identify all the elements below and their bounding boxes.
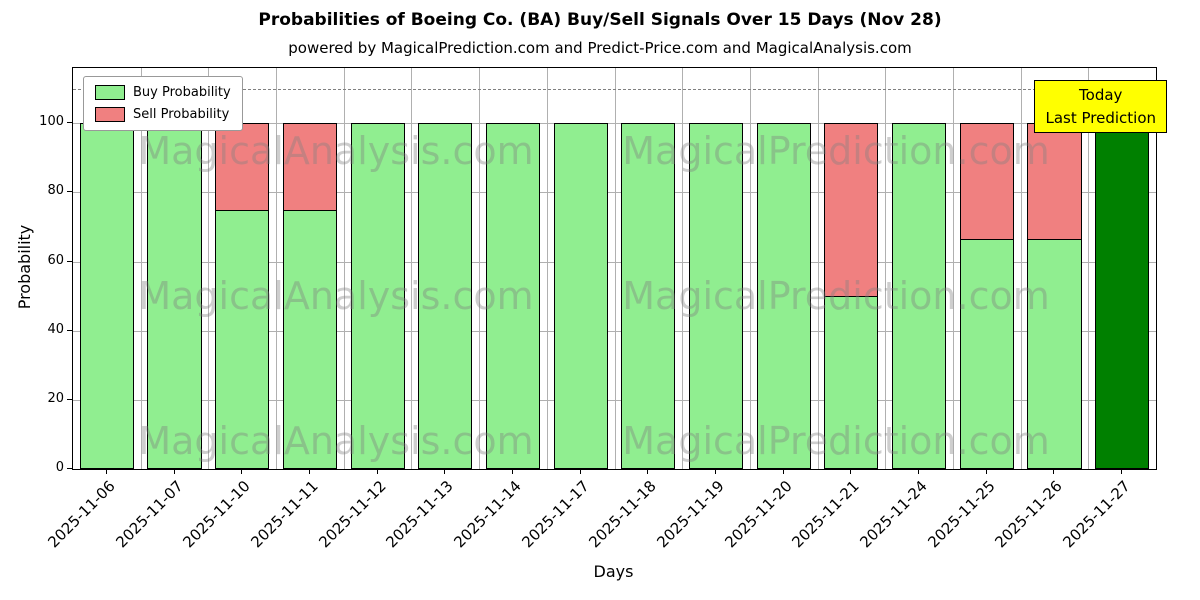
- y-tick-mark: [67, 468, 72, 469]
- v-gridline: [817, 68, 819, 469]
- buy-bar-2025-11-26: [1027, 239, 1082, 469]
- v-gridline: [614, 68, 616, 469]
- legend-item-sell: Sell Probability: [95, 107, 231, 122]
- sell-bar-2025-11-10: [215, 123, 270, 211]
- y-tick-mark: [67, 398, 72, 400]
- y-tick-mark: [67, 191, 72, 193]
- v-gridline: [885, 68, 887, 469]
- sell-bar-2025-11-25: [959, 123, 1014, 241]
- buy-bar-2025-11-19: [688, 123, 744, 469]
- y-tick-label: 100: [39, 114, 64, 130]
- buy-bar-2025-11-14: [485, 123, 541, 469]
- buy-bar-2025-11-10: [215, 209, 270, 469]
- chart-subtitle: powered by MagicalPrediction.com and Pre…: [288, 39, 912, 57]
- watermark-text: MagicalAnalysis.com: [138, 274, 534, 318]
- y-tick-mark: [67, 329, 72, 331]
- x-tick-mark: [173, 469, 175, 474]
- x-tick-mark: [579, 469, 581, 474]
- x-tick-mark: [511, 469, 513, 474]
- buy-bar-2025-11-25: [959, 239, 1014, 469]
- x-tick-mark: [918, 469, 920, 474]
- y-tick-label: 40: [47, 321, 64, 337]
- x-tick-mark: [1053, 469, 1055, 474]
- v-gridline: [952, 68, 954, 469]
- legend-buy-label: Buy Probability: [133, 85, 231, 100]
- watermark-text: MagicalAnalysis.com: [138, 129, 534, 173]
- buy-bar-2025-11-21: [824, 296, 879, 469]
- buy-bar-2025-11-12: [350, 123, 405, 469]
- buy-bar-2025-11-18: [621, 123, 676, 469]
- y-tick-label: 0: [55, 460, 64, 475]
- v-gridline: [1020, 68, 1022, 469]
- today-annotation-line1: Today: [1079, 86, 1123, 104]
- v-gridline: [682, 68, 684, 469]
- x-tick-mark: [241, 469, 243, 474]
- y-tick-mark: [67, 122, 72, 124]
- x-tick-mark: [647, 469, 649, 474]
- buy-bar-2025-11-07: [147, 123, 202, 469]
- buy-bar-2025-11-27: [1095, 123, 1150, 469]
- y-tick-mark: [67, 260, 72, 262]
- v-gridline: [1088, 68, 1090, 469]
- v-gridline: [140, 68, 142, 469]
- today-annotation-line2: Last Prediction: [1045, 108, 1156, 127]
- x-tick-mark: [308, 469, 310, 474]
- sell-swatch: [95, 107, 125, 122]
- y-tick-label: 60: [47, 252, 64, 268]
- threshold-dashed-line: [73, 88, 1156, 90]
- buy-swatch: [95, 85, 125, 100]
- today-annotation: Today Last Prediction: [1034, 80, 1167, 133]
- buy-bar-2025-11-20: [756, 123, 811, 469]
- v-gridline: [208, 68, 210, 469]
- x-tick-mark: [850, 469, 852, 474]
- watermark-text: MagicalPrediction.com: [622, 274, 1050, 318]
- x-tick-mark: [715, 469, 717, 474]
- x-tick-mark: [444, 469, 446, 474]
- buy-bar-2025-11-13: [418, 123, 473, 469]
- legend-item-buy: Buy Probability: [95, 85, 231, 100]
- watermark-text: MagicalPrediction.com: [622, 129, 1050, 173]
- watermark-text: MagicalPrediction.com: [622, 419, 1050, 463]
- x-tick-mark: [985, 469, 987, 474]
- legend: Buy Probability Sell Probability: [83, 76, 243, 131]
- plot-area: Buy Probability Sell Probability Magical…: [72, 67, 1157, 470]
- buy-bar-2025-11-17: [553, 123, 608, 469]
- v-gridline: [479, 68, 481, 469]
- v-gridline: [546, 68, 548, 469]
- sell-bar-2025-11-11: [282, 123, 337, 211]
- x-tick-mark: [1121, 469, 1123, 474]
- buy-bar-2025-11-06: [79, 123, 134, 469]
- buy-bar-2025-11-11: [282, 209, 337, 469]
- v-gridline: [749, 68, 751, 469]
- x-axis-label: Days: [593, 562, 634, 581]
- chart-title: Probabilities of Boeing Co. (BA) Buy/Sel…: [258, 10, 942, 30]
- x-tick-mark: [376, 469, 378, 474]
- legend-sell-label: Sell Probability: [133, 107, 230, 122]
- v-gridline: [411, 68, 413, 469]
- v-gridline: [276, 68, 278, 469]
- sell-bar-2025-11-26: [1027, 123, 1082, 241]
- v-gridline: [343, 68, 345, 469]
- buy-bar-2025-11-24: [892, 123, 947, 469]
- y-tick-label: 80: [47, 183, 64, 199]
- sell-bar-2025-11-21: [824, 123, 879, 298]
- x-tick-mark: [105, 469, 107, 474]
- y-tick-label: 20: [47, 390, 64, 406]
- watermark-text: MagicalAnalysis.com: [138, 419, 534, 463]
- x-tick-mark: [782, 469, 784, 474]
